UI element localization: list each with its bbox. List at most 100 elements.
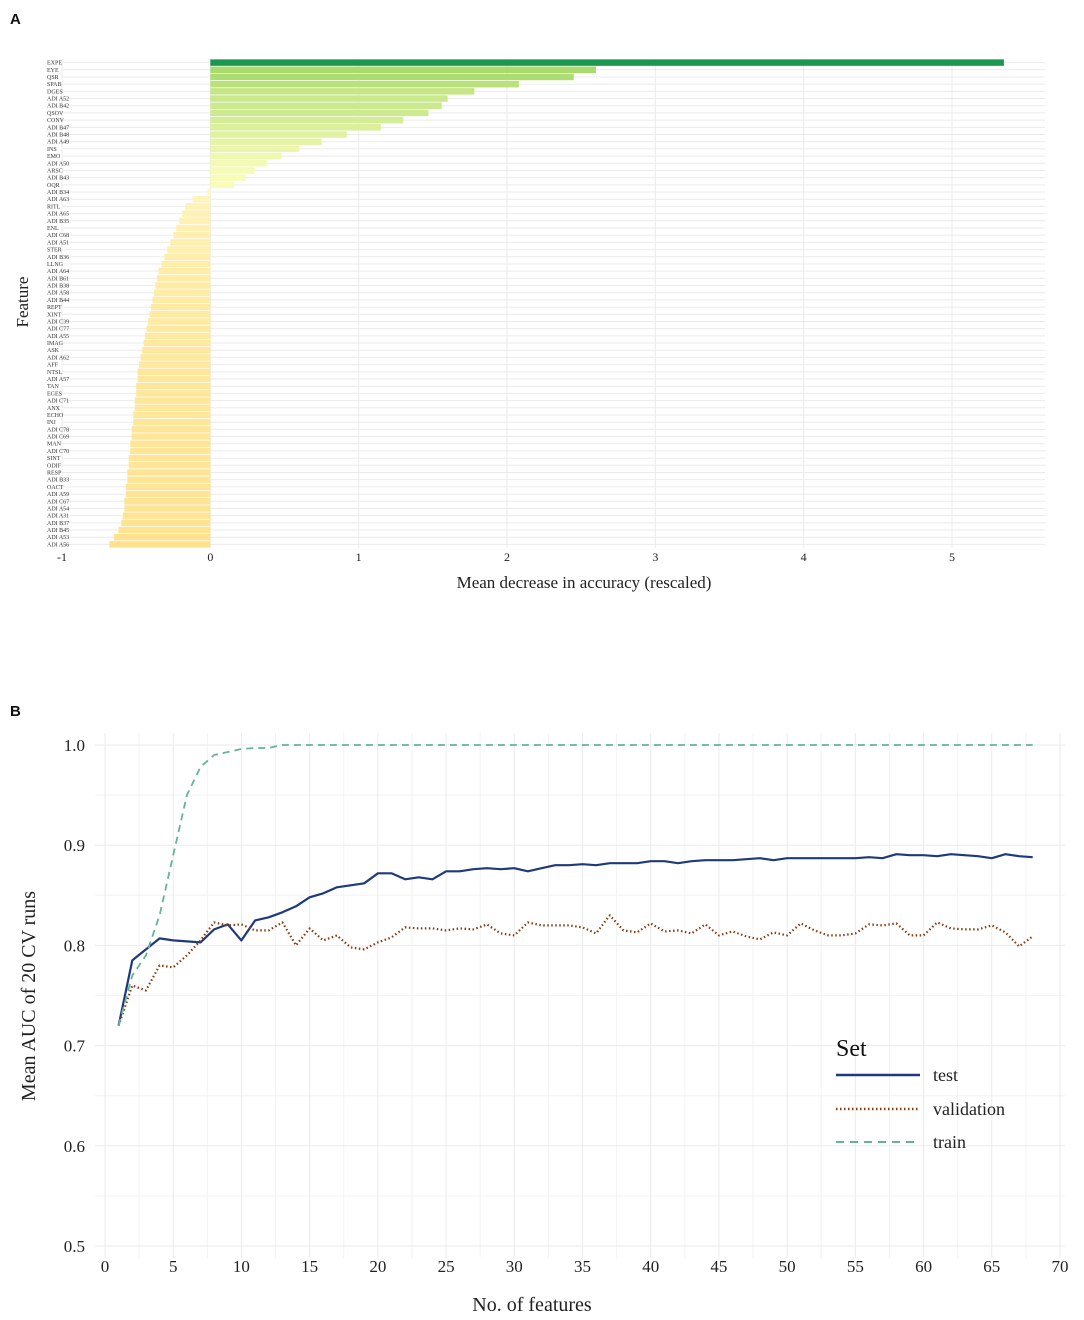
bar [131, 426, 211, 433]
bar [170, 239, 211, 246]
feature-label: ADI B61 [47, 276, 69, 282]
panel-b-legend: Set test validation train [836, 1036, 1005, 1152]
x-tick-label: 45 [710, 1257, 727, 1276]
legend-label-train: train [933, 1132, 966, 1152]
bar [131, 433, 211, 440]
y-tick-label: 0.6 [64, 1137, 85, 1156]
bar [210, 124, 381, 131]
bar [176, 224, 211, 232]
feature-label: ADI C77 [47, 327, 69, 333]
feature-label: EGES [47, 391, 62, 397]
bar [210, 66, 597, 74]
bar [145, 332, 211, 340]
bar [167, 246, 211, 253]
bar [182, 210, 211, 217]
feature-label: CONV [47, 118, 65, 124]
bar [133, 418, 211, 426]
feature-label: NTSL [47, 370, 62, 376]
x-tick-label: -1 [57, 550, 67, 564]
bar [137, 368, 211, 376]
bar [210, 59, 1004, 66]
feature-label: MAN [47, 442, 62, 448]
feature-label: SPAB [47, 82, 61, 88]
bar [152, 296, 211, 304]
feature-label: ADI C78 [47, 427, 69, 433]
y-tick-label: 0.9 [64, 836, 85, 855]
feature-label: ADI B36 [47, 255, 69, 261]
feature-label: AFF [47, 363, 59, 369]
feature-label: INS [47, 147, 57, 153]
feature-label: ADI C68 [47, 233, 69, 239]
bar [118, 526, 211, 534]
bar [210, 167, 255, 174]
feature-label: ADI C71 [47, 399, 69, 405]
feature-label: ARSC [47, 168, 63, 174]
feature-label: ODIF [47, 463, 62, 469]
bar [210, 80, 519, 88]
feature-label: QSR [47, 75, 59, 81]
bar [210, 102, 442, 109]
panel-b-y-ticks: 0.5 0.6 0.7 0.8 0.9 1.0 [64, 736, 86, 1256]
bar [173, 231, 211, 239]
panel-a-x-ticks: -1 0 1 2 3 4 5 [57, 550, 955, 564]
bar [143, 339, 211, 347]
feature-label: ADI B44 [47, 298, 69, 304]
y-tick-label: 0.5 [64, 1237, 85, 1256]
feature-label: ADI A63 [47, 197, 69, 203]
x-tick-label: 50 [779, 1257, 796, 1276]
bar [210, 138, 322, 145]
bar [155, 282, 211, 289]
x-tick-label: 20 [369, 1257, 386, 1276]
panel-b-x-axis-title: No. of features [472, 1294, 592, 1316]
bar [134, 397, 211, 404]
x-tick-label: 70 [1052, 1257, 1069, 1276]
feature-label: ADI A52 [47, 97, 69, 103]
feature-label: TAN [47, 384, 60, 390]
feature-label: DGES [47, 89, 63, 95]
feature-label: ADI A62 [47, 355, 69, 361]
bar [210, 145, 300, 153]
feature-label: ADI A65 [47, 212, 69, 218]
panel-b-series [117, 744, 1034, 1026]
bar [142, 347, 211, 354]
x-tick-label: 65 [983, 1257, 1000, 1276]
feature-label: ECHO [47, 413, 64, 419]
bar [210, 131, 347, 138]
panel-a-bars [109, 59, 1004, 548]
x-tick-label: 3 [652, 550, 658, 564]
feature-label: ADI A55 [47, 334, 69, 340]
bar [192, 195, 211, 203]
legend-title: Set [836, 1036, 867, 1062]
x-tick-label: 10 [233, 1257, 250, 1276]
feature-label: ASK [47, 348, 60, 354]
feature-label: ADI A58 [47, 291, 69, 297]
series-line-test [117, 853, 1033, 1026]
panel-a-y-axis-title: Feature [13, 277, 32, 328]
feature-label: ADI B33 [47, 478, 69, 484]
feature-label: ADI A59 [47, 492, 69, 498]
bar [149, 311, 211, 318]
feature-label: EMO [47, 154, 61, 160]
bar [127, 469, 211, 476]
bar [156, 275, 211, 282]
bar [109, 541, 211, 548]
x-tick-label: 30 [506, 1257, 523, 1276]
bar [161, 260, 211, 268]
feature-label: ADI B35 [47, 219, 69, 225]
bar [210, 88, 475, 95]
panel-b-grid [95, 733, 1065, 1258]
legend-label-validation: validation [933, 1099, 1005, 1119]
feature-label: ADI B42 [47, 104, 69, 110]
feature-label: LLNG [47, 262, 64, 268]
bar [128, 462, 211, 469]
x-tick-label: 4 [801, 550, 807, 564]
feature-label: RESP [47, 470, 62, 476]
y-tick-label: 0.7 [64, 1037, 86, 1056]
feature-label: ADI A57 [47, 377, 69, 383]
panel-b-letter: B [10, 703, 21, 720]
feature-label: ADI A56 [47, 542, 69, 548]
bar [125, 483, 211, 491]
feature-label: ADI A50 [47, 161, 69, 167]
x-tick-label: 40 [642, 1257, 659, 1276]
